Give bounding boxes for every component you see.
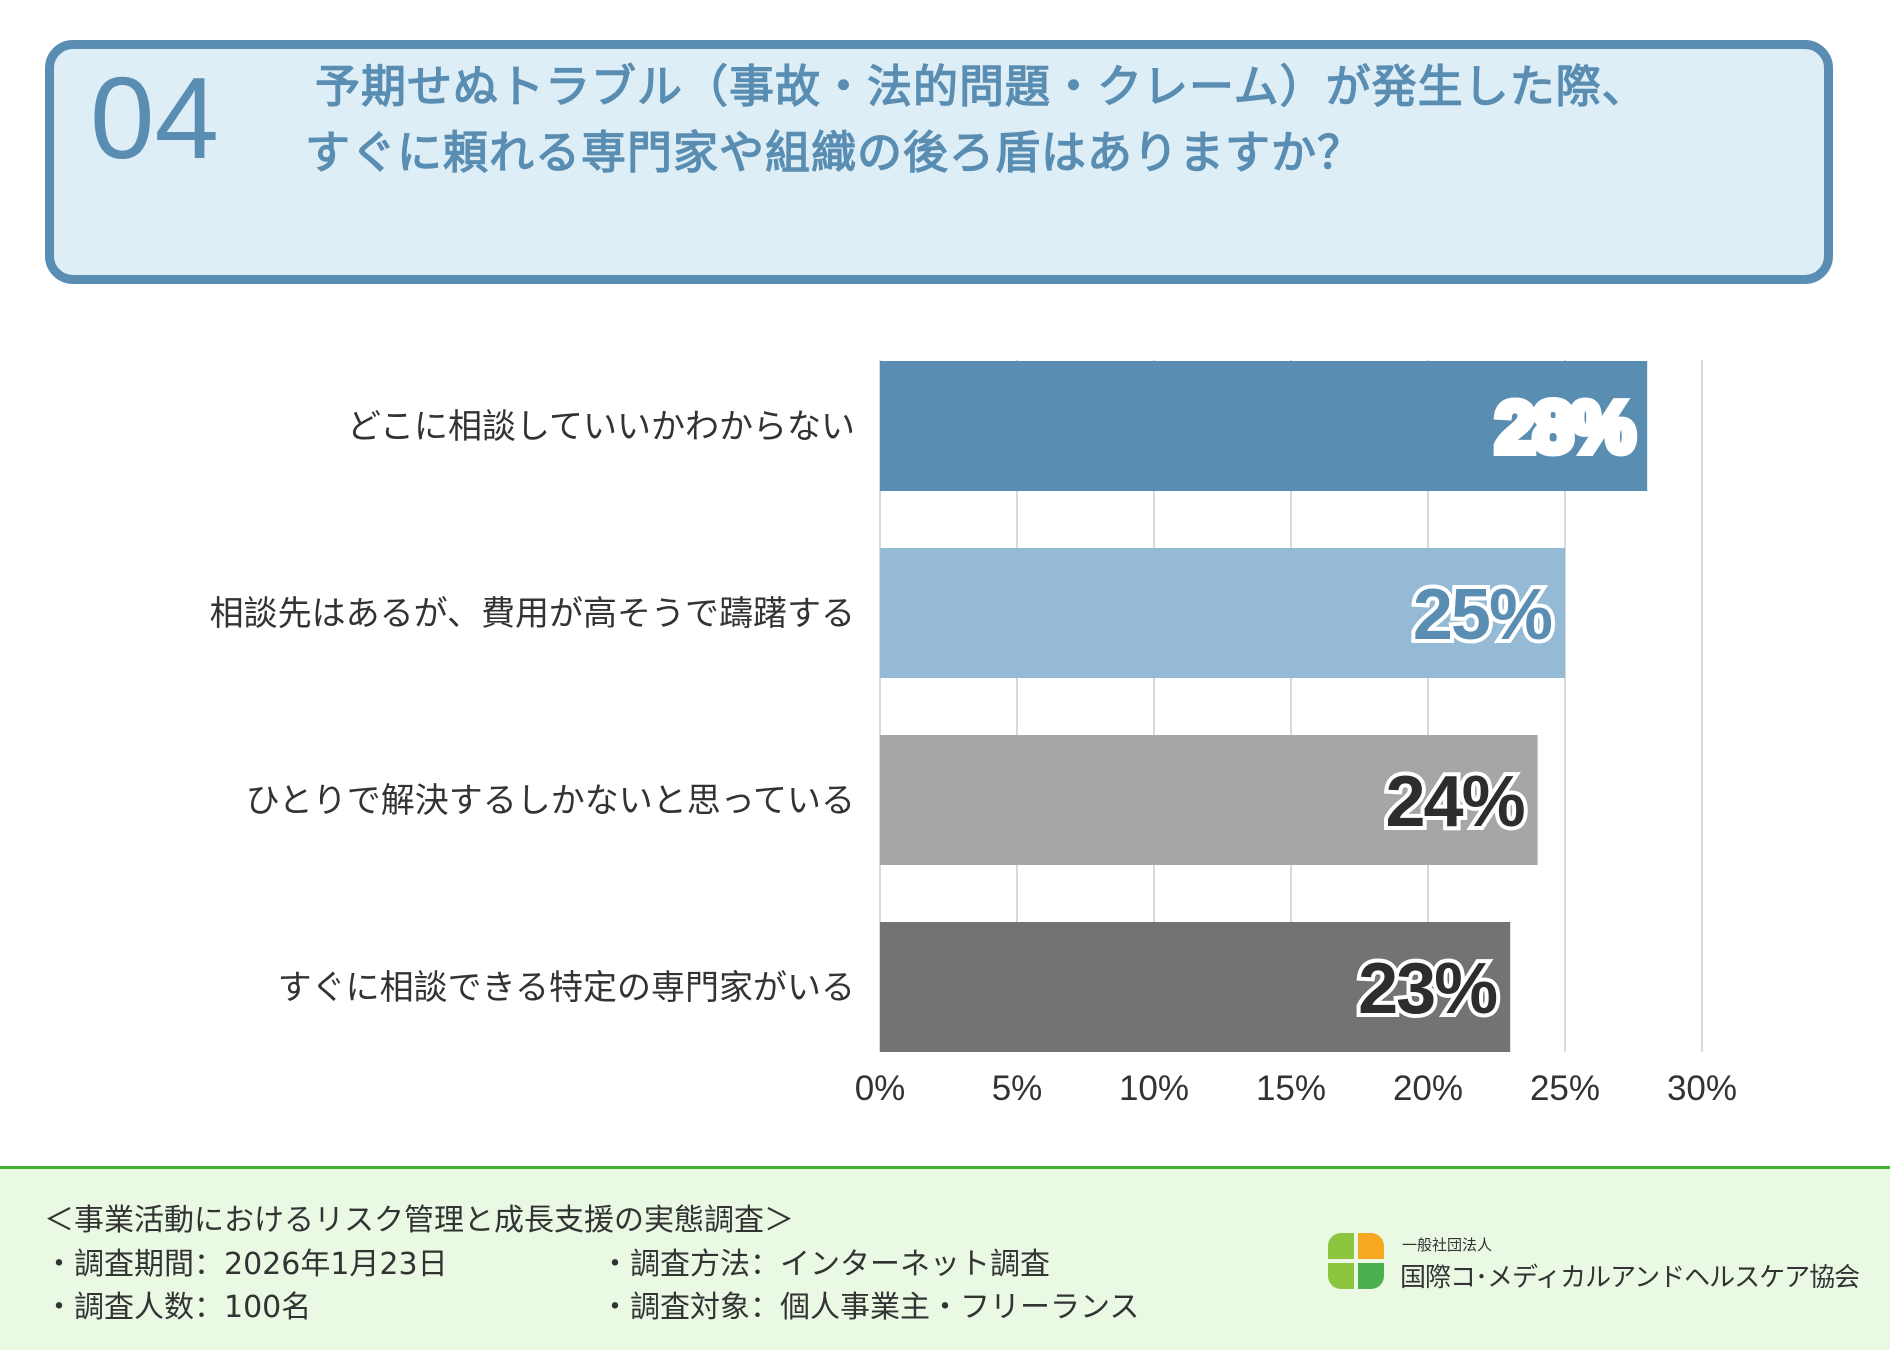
bar bbox=[880, 922, 1511, 1052]
category-label: どこに相談していいかわからない bbox=[347, 407, 855, 447]
question-title-line1: 予期せぬトラブル（事故・法的問題・クレーム）が発生した際、 bbox=[315, 60, 1648, 113]
question-title: 予期せぬトラブル（事故・法的問題・クレーム）が発生した際、 すぐに頼れる専門家や… bbox=[305, 54, 1765, 186]
survey-method: ・調査方法：インターネット調査 bbox=[600, 1247, 1050, 1282]
x-tick-label: 5% bbox=[992, 1069, 1043, 1108]
footer-panel: ＜事業活動におけるリスク管理と成長支援の実態調査＞ ・調査期間：2026年1月2… bbox=[0, 1166, 1890, 1350]
x-tick-label: 20% bbox=[1393, 1069, 1463, 1108]
bar bbox=[880, 361, 1648, 491]
data-label: 28% bbox=[1495, 388, 1634, 468]
category-label: ひとりで解決するしかないと思っている bbox=[246, 781, 855, 821]
question-title-line2: すぐに頼れる専門家や組織の後ろ盾はありますか？ bbox=[305, 126, 1364, 179]
x-tick-label: 15% bbox=[1256, 1069, 1326, 1108]
category-label: すぐに相談できる特定の専門家がいる bbox=[278, 968, 855, 1008]
organization-name: 国際コ･メディカルアンドヘルスケア協会 bbox=[1400, 1263, 1860, 1293]
data-label: 25% bbox=[1413, 575, 1552, 655]
x-tick-label: 0% bbox=[855, 1069, 906, 1108]
x-tick-label: 10% bbox=[1119, 1069, 1189, 1108]
survey-title: ＜事業活動におけるリスク管理と成長支援の実態調査＞ bbox=[44, 1203, 794, 1238]
question-number: 04 bbox=[90, 53, 220, 183]
survey-respondents: ・調査人数：100名 bbox=[44, 1290, 312, 1325]
bar-chart: どこに相談していいかわからない 28% 相談先はあるが、費用が高そうで躊躇する 25%… bbox=[210, 360, 1737, 1108]
organization-type: 一般社団法人 bbox=[1402, 1236, 1493, 1254]
survey-target: ・調査対象：個人事業主・フリーランス bbox=[600, 1290, 1140, 1325]
x-tick-label: 30% bbox=[1667, 1069, 1737, 1108]
bar bbox=[880, 548, 1565, 678]
data-label: 24% bbox=[1385, 762, 1524, 842]
data-label: 23% bbox=[1358, 949, 1497, 1029]
question-header-box bbox=[45, 40, 1833, 284]
x-tick-label: 25% bbox=[1530, 1069, 1600, 1108]
survey-period: ・調査期間：2026年1月23日 bbox=[44, 1247, 448, 1282]
bar bbox=[880, 735, 1538, 865]
category-label: 相談先はあるが、費用が高そうで躊躇する bbox=[210, 594, 855, 634]
organization-logo-icon bbox=[1328, 1233, 1384, 1289]
